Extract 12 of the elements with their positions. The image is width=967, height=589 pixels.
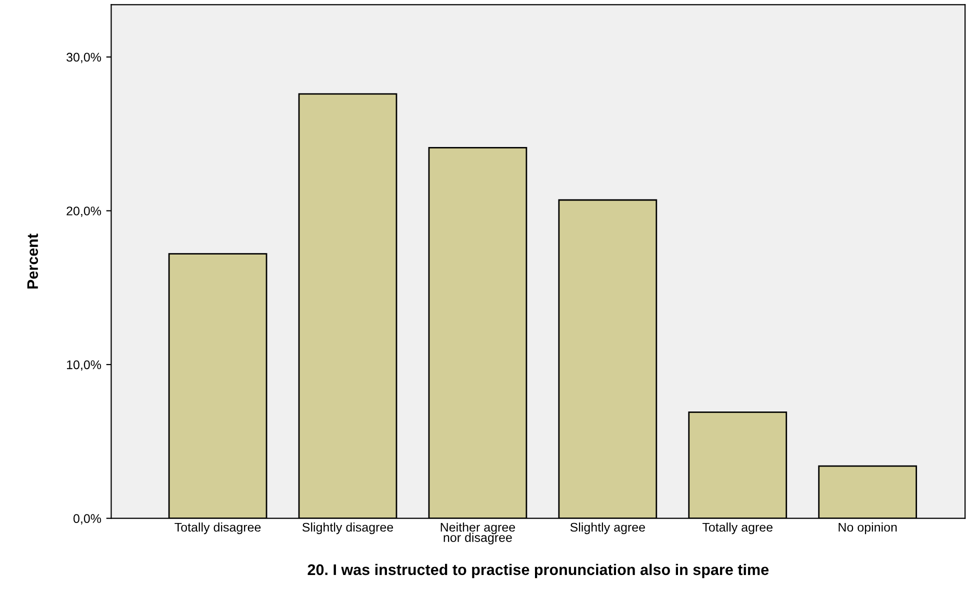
x-tick-label: Neither agree nor disagree [440, 522, 516, 544]
x-tick-label: Totally agree [702, 522, 773, 534]
y-tick-label: 0,0% [73, 514, 102, 524]
x-tick-label: Slightly agree [570, 522, 645, 534]
y-tick-label: 10,0% [66, 360, 102, 371]
x-tick-label: No opinion [838, 522, 897, 534]
y-tick-label: 20,0% [66, 206, 102, 217]
y-axis-title: Percent [27, 234, 38, 289]
x-axis-title: 20. I was instructed to practise pronunciation also in spare time [308, 564, 769, 578]
x-tick-label: Slightly disagree [302, 522, 394, 534]
y-tick-label: 30,0% [66, 52, 102, 64]
x-tick-label: Totally disagree [174, 522, 261, 534]
